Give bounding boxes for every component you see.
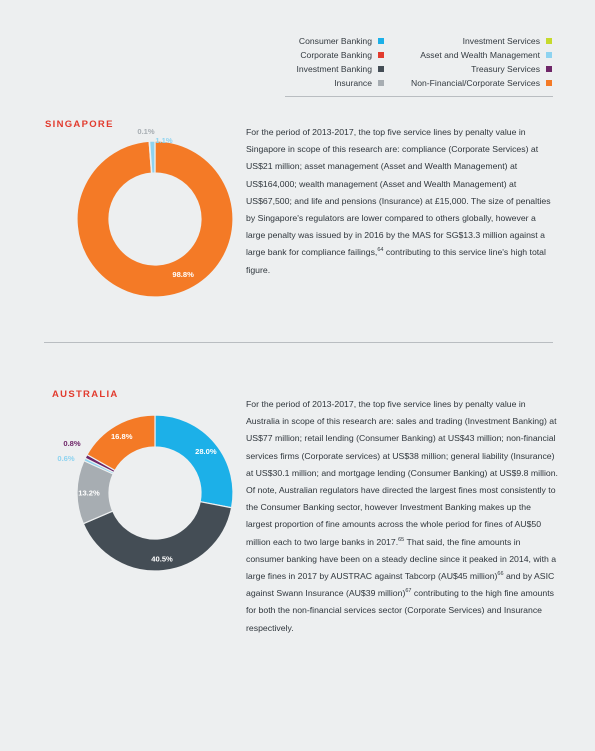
legend-item-asset-wealth-management: Asset and Wealth Management	[411, 48, 552, 62]
singapore-body-text: For the period of 2013-2017, the top fiv…	[246, 124, 556, 279]
legend-label: Corporate Banking	[300, 50, 372, 60]
donut-label-investment-banking: 40.5%	[151, 555, 173, 564]
donut-label-asset-and-wealth-management: 1.1%	[155, 136, 173, 145]
donut-label-treasury-services: 0.8%	[63, 439, 81, 448]
footnote-ref: 66	[497, 571, 504, 578]
australia-text-2: That said, the fine amounts in consumer …	[246, 536, 557, 582]
legend-label: Treasury Services	[471, 64, 540, 74]
donut-label-non-financial-corporate-services: 16.8%	[111, 432, 133, 441]
footnote-ref: 64	[377, 247, 384, 254]
donut-label-investment-banking: 0.1%	[137, 127, 155, 136]
donut-slice-non-financial-corporate-services	[76, 140, 234, 298]
legend-swatch	[546, 65, 552, 72]
australia-text-3: and by ASIC against Swann Insurance (AU$…	[246, 571, 555, 599]
singapore-text: For the period of 2013-2017, the top fiv…	[246, 127, 551, 258]
australia-title: AUSTRALIA	[52, 389, 119, 400]
legend-swatch	[378, 79, 384, 86]
donut-label-consumer-banking: 28.0%	[195, 447, 217, 456]
legend-swatch	[546, 51, 552, 58]
donut-label-insurance: 13.2%	[78, 488, 100, 497]
australia-text-1: For the period of 2013-2017, the top fiv…	[246, 399, 558, 547]
legend-label: Insurance	[334, 78, 372, 88]
legend-swatch	[378, 51, 384, 58]
legend-item-treasury-services: Treasury Services	[411, 62, 552, 76]
legend-swatch	[546, 37, 552, 44]
donut-label-non-financial-corporate-services: 98.8%	[172, 270, 194, 279]
footnote-ref: 65	[398, 536, 405, 543]
footnote-ref: 67	[405, 588, 412, 595]
legend-column-right: Investment Services Asset and Wealth Man…	[411, 34, 552, 90]
donut-slice-investment-banking	[82, 500, 233, 572]
legend-label: Investment Banking	[296, 64, 372, 74]
donut-slice-consumer-banking	[154, 414, 234, 509]
legend-column-left: Consumer Banking Corporate Banking Inves…	[297, 34, 384, 90]
donut-slice-asset-and-wealth-management	[148, 140, 156, 174]
legend-item-investment-banking: Investment Banking	[297, 62, 384, 76]
legend-label: Consumer Banking	[298, 36, 372, 46]
legend-label: Investment Services	[462, 36, 540, 46]
donut-slice-non-financial-corporate-services	[86, 414, 156, 472]
australia-body-text: For the period of 2013-2017, the top fiv…	[246, 396, 558, 637]
legend-swatch	[378, 37, 384, 44]
legend-item-insurance: Insurance	[297, 76, 384, 90]
legend-label: Asset and Wealth Management	[420, 50, 540, 60]
donut-label-asset-and-wealth-management: 0.6%	[57, 454, 75, 463]
singapore-text-end: contributing to this service line's high…	[246, 247, 546, 275]
australia-text-4: contributing to the high fine amounts fo…	[246, 588, 554, 633]
legend-swatch	[546, 79, 552, 86]
section-divider	[44, 342, 553, 343]
legend-item-corporate-banking: Corporate Banking	[297, 48, 384, 62]
singapore-title: SINGAPORE	[45, 119, 114, 130]
legend-item-consumer-banking: Consumer Banking	[297, 34, 384, 48]
legend-item-non-financial-services: Non-Financial/Corporate Services	[411, 76, 552, 90]
legend-swatch	[378, 65, 384, 72]
legend-rule	[285, 96, 553, 97]
legend-label: Non-Financial/Corporate Services	[411, 78, 540, 88]
legend-item-investment-services: Investment Services	[411, 34, 552, 48]
